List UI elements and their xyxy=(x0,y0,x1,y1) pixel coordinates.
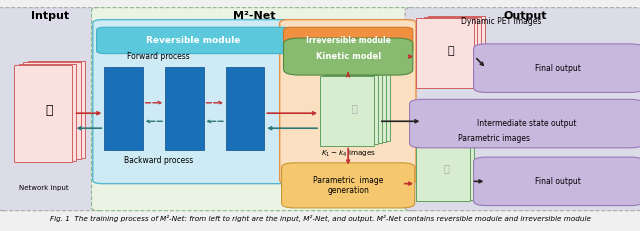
Bar xyxy=(19,64,76,161)
FancyBboxPatch shape xyxy=(93,20,294,184)
Text: Final output: Final output xyxy=(536,177,581,186)
Bar xyxy=(324,75,378,144)
Text: 🧠: 🧠 xyxy=(352,103,358,114)
Text: Network input: Network input xyxy=(19,185,68,191)
Bar xyxy=(165,67,204,150)
Text: Fig. 1  The training process of M²-Net: from left to right are the input, M²-Net: Fig. 1 The training process of M²-Net: f… xyxy=(49,215,591,222)
Text: Intermediate state output: Intermediate state output xyxy=(477,119,576,128)
Bar xyxy=(419,140,474,200)
Bar xyxy=(416,141,470,201)
Text: Kinetic model: Kinetic model xyxy=(316,52,381,61)
Text: Output: Output xyxy=(503,11,547,21)
Bar xyxy=(104,67,143,150)
Text: Irreversible module: Irreversible module xyxy=(306,36,390,45)
Bar xyxy=(14,65,72,162)
FancyBboxPatch shape xyxy=(0,8,104,211)
Bar xyxy=(332,73,386,142)
Text: 🧠: 🧠 xyxy=(444,164,449,174)
Text: Parametric  image
generation: Parametric image generation xyxy=(313,176,383,195)
Text: Forward process: Forward process xyxy=(127,52,190,61)
Text: Backward process: Backward process xyxy=(124,156,193,165)
Bar xyxy=(335,72,390,141)
Bar xyxy=(416,18,474,88)
Text: M²-Net: M²-Net xyxy=(233,11,275,21)
Bar xyxy=(226,67,264,150)
Bar xyxy=(428,16,485,85)
FancyBboxPatch shape xyxy=(284,27,413,54)
FancyBboxPatch shape xyxy=(92,8,417,211)
Text: Dynamic PET images: Dynamic PET images xyxy=(461,18,541,26)
Text: 🧠: 🧠 xyxy=(448,46,454,56)
Bar xyxy=(320,76,374,146)
FancyBboxPatch shape xyxy=(280,20,416,184)
Text: $K_1 - k_4$ images: $K_1 - k_4$ images xyxy=(321,149,376,159)
Text: Final output: Final output xyxy=(536,64,581,73)
FancyBboxPatch shape xyxy=(97,27,290,54)
FancyBboxPatch shape xyxy=(474,44,640,92)
Text: Reversible module: Reversible module xyxy=(146,36,241,45)
Text: Intput: Intput xyxy=(31,11,69,21)
Bar xyxy=(424,17,481,86)
Text: Parametric images: Parametric images xyxy=(458,134,529,143)
Bar xyxy=(420,18,477,87)
Bar xyxy=(23,62,81,159)
FancyBboxPatch shape xyxy=(282,163,415,208)
Text: 🧠: 🧠 xyxy=(45,104,53,117)
FancyBboxPatch shape xyxy=(410,99,640,148)
FancyBboxPatch shape xyxy=(284,38,413,75)
FancyBboxPatch shape xyxy=(474,157,640,206)
Bar xyxy=(28,61,85,158)
Bar xyxy=(328,74,382,143)
FancyBboxPatch shape xyxy=(405,8,640,211)
